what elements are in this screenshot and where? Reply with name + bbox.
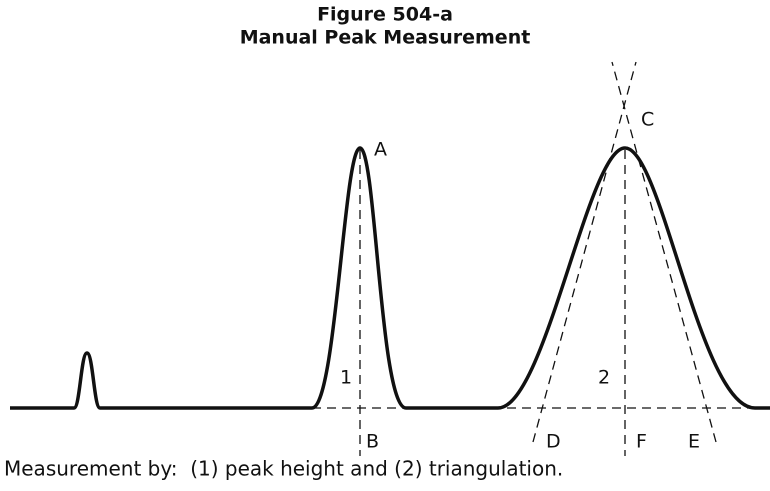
label-e: E xyxy=(688,431,700,453)
figure-title: Manual Peak Measurement xyxy=(240,27,531,49)
tangent-right xyxy=(611,61,717,443)
label-1: 1 xyxy=(340,367,352,389)
figure-number: Figure 504-a xyxy=(317,4,453,26)
label-f: F xyxy=(636,431,647,453)
label-b: B xyxy=(366,431,379,453)
tangent-left xyxy=(532,61,637,443)
label-d: D xyxy=(546,431,561,453)
label-2: 2 xyxy=(598,367,610,389)
label-a: A xyxy=(374,139,387,161)
label-c: C xyxy=(641,109,654,131)
caption: Measurement by: (1) peak height and (2) … xyxy=(4,457,563,481)
chromatogram-trace xyxy=(10,146,770,410)
